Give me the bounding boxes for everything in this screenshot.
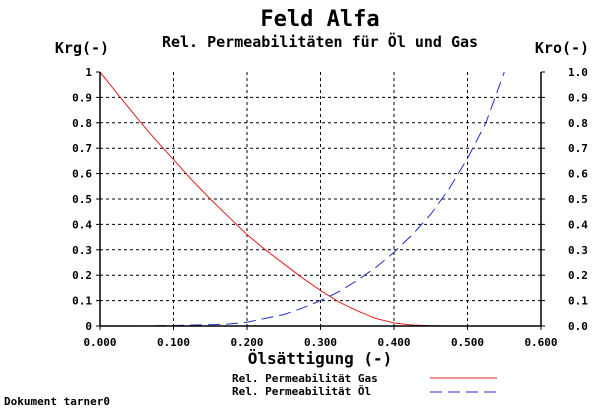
legend-label-oil: Rel. Permeabilität Öl [232, 384, 371, 398]
chart-subtitle: Rel. Permeabilitäten für Öl und Gas [162, 32, 478, 51]
y-tick-label-right: 0.4 [568, 218, 588, 231]
y-tick-label-left: 0.7 [72, 142, 92, 155]
y-tick-label-right: 0.3 [568, 244, 588, 257]
y-tick-label-right: 0.8 [568, 117, 588, 130]
y-tick-label-left: 1 [85, 66, 92, 79]
x-tick-label: 0.400 [377, 336, 410, 349]
y-tick-label-left: 0.4 [72, 218, 92, 231]
y-tick-label-right: 0.5 [568, 193, 588, 206]
legend-label-gas: Rel. Permeabilität Gas [232, 372, 378, 385]
x-tick-label: 0.100 [157, 336, 190, 349]
y-tick-label-right: 0.9 [568, 91, 588, 104]
y-axis-label-left: Krg(-) [55, 39, 109, 57]
x-tick-label: 0.000 [83, 336, 116, 349]
y-tick-label-right: 0.1 [568, 295, 588, 308]
y-tick-label-right: 1.0 [568, 66, 588, 79]
axes [96, 71, 545, 330]
x-tick-label: 0.500 [451, 336, 484, 349]
y-axis-label-right: Kro(-) [535, 39, 589, 57]
y-tick-label-left: 0.9 [72, 91, 92, 104]
y-tick-label-left: 0 [85, 320, 92, 333]
legend: Rel. Permeabilität Gas Rel. Permeabilitä… [232, 372, 497, 398]
x-tick-label: 0.600 [524, 336, 557, 349]
document-label: Dokument tarner0 [4, 395, 110, 408]
y-tick-label-left: 0.3 [72, 244, 92, 257]
x-tick-label: 0.200 [230, 336, 263, 349]
tick-labels: 0 0.0 0.1 0.1 0.2 0.2 0.3 0.3 0.4 0.4 0.5 0.5 0.6 0.6… [72, 66, 588, 349]
y-tick-label-right: 0.6 [568, 168, 588, 181]
y-tick-label-right: 0.0 [568, 320, 588, 333]
x-tick-label: 0.300 [304, 336, 337, 349]
y-tick-label-left: 0.2 [72, 269, 92, 282]
y-tick-label-left: 0.5 [72, 193, 92, 206]
series-line-oil [100, 71, 505, 327]
grid [100, 72, 541, 326]
y-tick-label-right: 0.7 [568, 142, 588, 155]
y-tick-label-right: 0.2 [568, 269, 588, 282]
x-axis-label: Ölsättigung (-) [248, 349, 393, 368]
y-tick-label-left: 0.6 [72, 168, 92, 181]
y-tick-label-left: 0.1 [72, 295, 92, 308]
y-tick-label-left: 0.8 [72, 117, 92, 130]
chart-title: Feld Alfa [260, 7, 379, 32]
